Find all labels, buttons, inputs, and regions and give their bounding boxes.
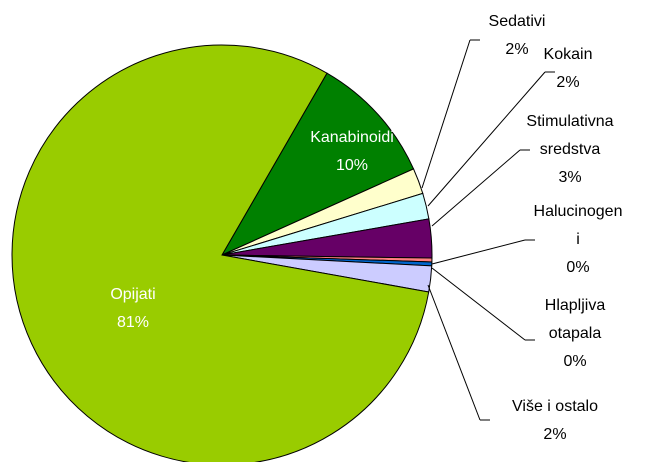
slice-label: Kokain 2% bbox=[544, 41, 593, 97]
value-label: 2% bbox=[556, 74, 580, 91]
value-label: 3% bbox=[558, 169, 582, 186]
value-label: 2% bbox=[505, 41, 529, 58]
value-label: 0% bbox=[566, 259, 590, 276]
leader-line bbox=[421, 39, 471, 189]
leader-line bbox=[431, 267, 526, 341]
pie-slice bbox=[220, 72, 415, 257]
slice-label: Opijati 81% bbox=[110, 281, 155, 337]
category-label: Halucinogen i bbox=[533, 203, 623, 248]
slice-label: Halucinogen i 0% bbox=[534, 198, 623, 282]
pie-slice bbox=[11, 44, 430, 462]
leader-line bbox=[431, 149, 521, 227]
category-label: Više i ostalo bbox=[512, 398, 598, 415]
slice-label: Kanabinoidi 10% bbox=[310, 124, 394, 180]
slice-label: Više i ostalo 2% bbox=[512, 393, 598, 449]
leader-line bbox=[427, 284, 481, 421]
leader-line bbox=[431, 239, 526, 265]
slice-label: Sedativi 2% bbox=[489, 8, 546, 64]
value-label: 2% bbox=[543, 426, 567, 443]
slice-label: Hlapljiva otapala 0% bbox=[545, 292, 605, 376]
value-label: 0% bbox=[563, 353, 587, 370]
category-label: Sedativi bbox=[488, 13, 546, 30]
value-label: 81% bbox=[116, 314, 150, 331]
category-label: Hlapljiva otapala bbox=[544, 297, 606, 342]
leader-line bbox=[427, 71, 546, 207]
category-label: Kokain bbox=[543, 46, 593, 63]
value-label: 10% bbox=[335, 157, 369, 174]
category-label: Stimulativna sredstva bbox=[526, 113, 614, 158]
category-label: Kanabinoidi bbox=[310, 129, 394, 146]
slice-label: Stimulativna sredstva 3% bbox=[526, 108, 613, 192]
category-label: Opijati bbox=[110, 286, 156, 303]
